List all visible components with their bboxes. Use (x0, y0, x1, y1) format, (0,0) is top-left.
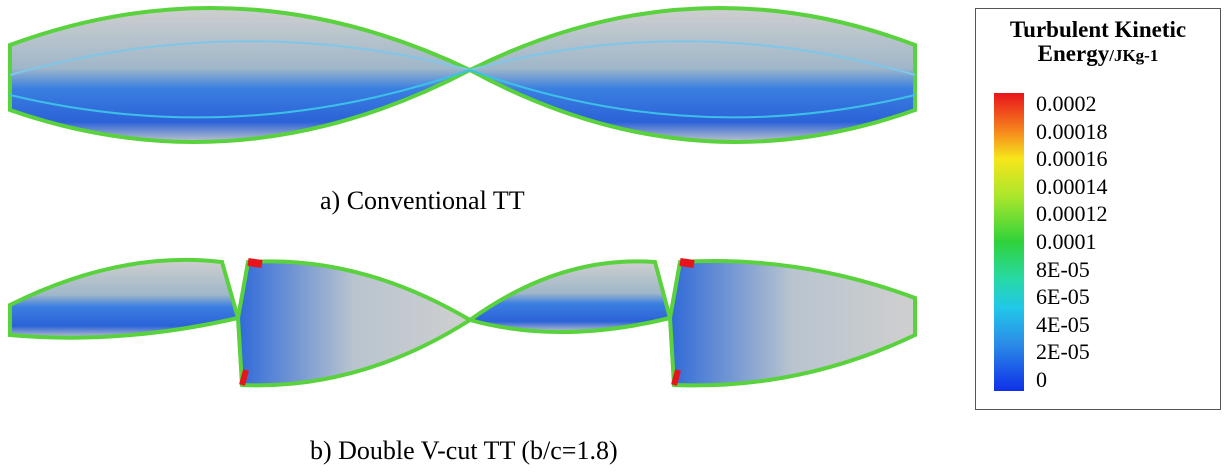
colorbar-tick-label: 0 (1036, 367, 1047, 392)
caption: b) Double V-cut TT (b/c=1.8) (310, 436, 618, 465)
legend: Turbulent Kinetic Energy/JKg-1 0.0002 0.0… (975, 8, 1221, 410)
colorbar-tick-label: 4E-05 (1036, 311, 1090, 337)
colorbar-tick-label: 0.00014 (1036, 173, 1108, 199)
caption: a) Conventional TT (320, 186, 525, 215)
colorbar-tick-label: 0.00018 (1036, 118, 1108, 144)
colorbar (994, 93, 1024, 391)
conventional-tt-image (8, 5, 917, 144)
colorbar-tick-label: 0.0002 (1036, 91, 1097, 116)
legend-unit: /JKg-1 (1109, 46, 1159, 65)
legend-title: Energy (1037, 41, 1110, 66)
flow-images (8, 5, 917, 388)
colorbar-tick-label: 8E-05 (1036, 256, 1090, 282)
colorbar-tick-label: 0.0001 (1036, 229, 1097, 254)
legend-title: Energy/JKg-1 (976, 41, 1220, 67)
vcut-tt-image (8, 257, 917, 388)
colorbar-tick-label: 0.00016 (1036, 146, 1108, 172)
colorbar-tick-label: 6E-05 (1036, 284, 1090, 310)
colorbar-tick-label: 2E-05 (1036, 339, 1090, 365)
legend-title: Turbulent Kinetic (1009, 17, 1187, 42)
colorbar-tick-label: 0.00012 (1036, 201, 1108, 227)
